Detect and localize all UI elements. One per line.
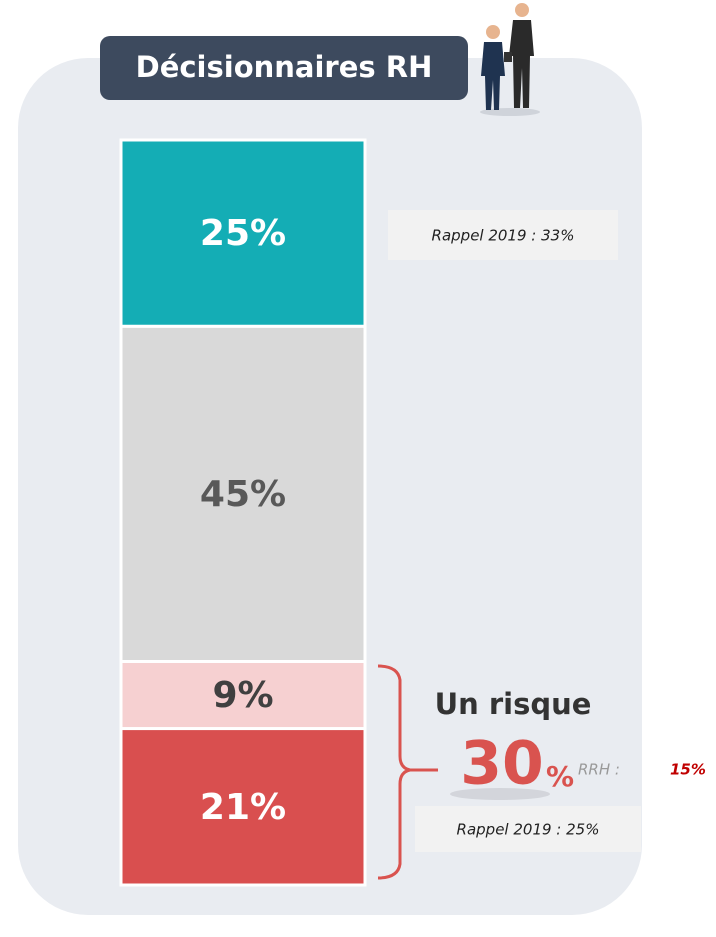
chart: Décisionnaires RH Rappel 2019 : 33% Un r… xyxy=(0,0,716,937)
risk-value: 30 xyxy=(460,729,544,799)
risk-title: Un risque xyxy=(435,687,592,721)
risk-unit: % xyxy=(546,760,574,793)
reminder-2019-top: Rappel 2019 : 33% xyxy=(432,227,575,245)
value-label: 25% xyxy=(200,213,286,254)
reminder-2019-bottom: Rappel 2019 : 25% xyxy=(457,821,600,839)
value-label: 45% xyxy=(200,474,286,515)
value-label: 21% xyxy=(200,787,286,828)
value-label: 9% xyxy=(212,675,273,716)
rrh-value: 15% xyxy=(670,761,706,779)
chart-title: Décisionnaires RH xyxy=(136,50,433,84)
rrh-label: RRH : xyxy=(578,761,620,779)
